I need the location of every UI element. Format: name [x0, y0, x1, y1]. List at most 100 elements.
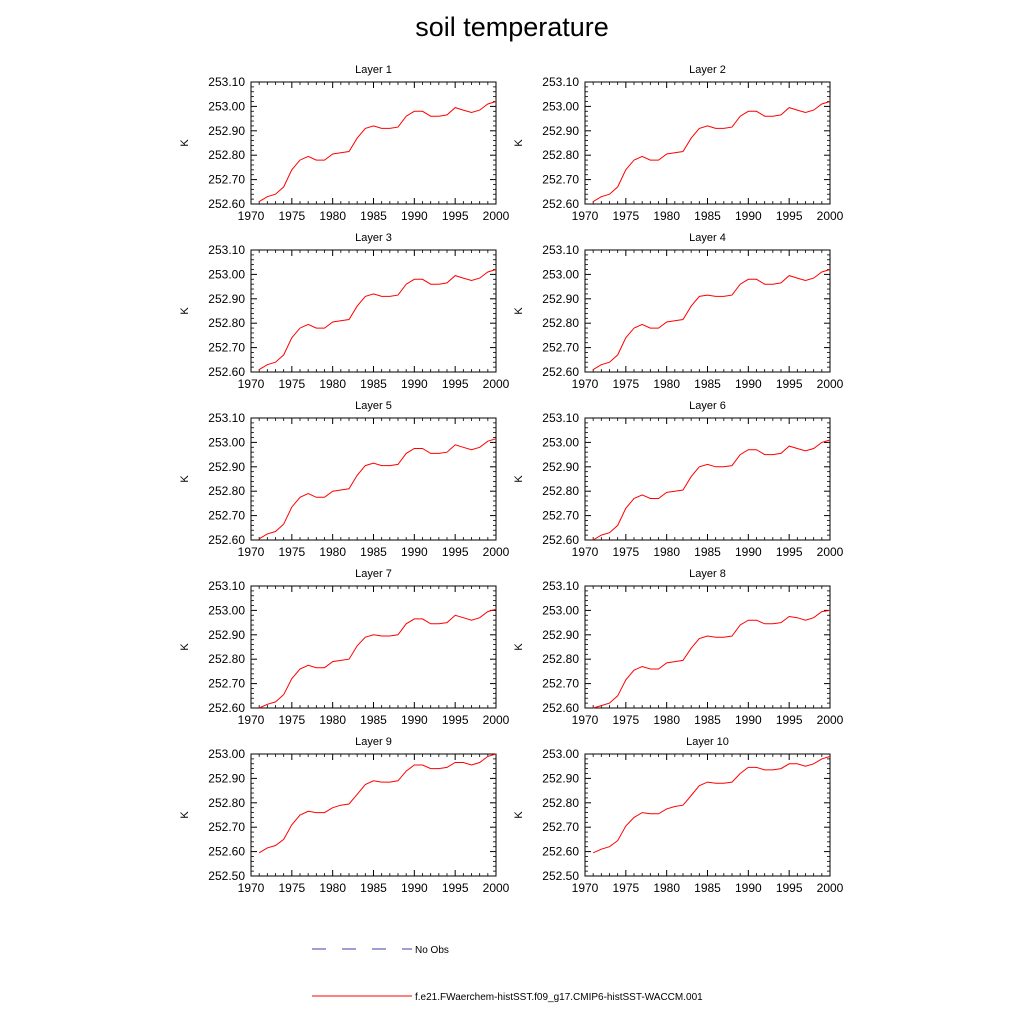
x-tick-label: 1985: [360, 713, 387, 727]
x-tick-label: 1975: [278, 713, 305, 727]
x-tick-label: 1985: [360, 377, 387, 391]
x-tick-label: 1980: [319, 545, 346, 559]
x-tick-label: 1990: [401, 881, 428, 895]
legend: No Obs f.e21.FWaerchem-histSST.f09_g17.CM…: [312, 945, 703, 1003]
panel-layer-8: Layer 8 1970 1975 1980 1985 1990 1995 2000 252.6…: [513, 568, 844, 727]
x-tick-label: 1980: [653, 713, 680, 727]
y-tick-label: 253.10: [542, 579, 579, 593]
series-line: [592, 439, 831, 541]
y-tick-label: 252.60: [542, 701, 579, 715]
x-tick-label: 1990: [735, 377, 762, 391]
y-tick-label: 253.10: [542, 411, 579, 425]
series-line: [592, 755, 831, 854]
x-tick-label: 1970: [572, 377, 599, 391]
x-tick-label: 2000: [483, 377, 510, 391]
y-axis-label: K: [179, 139, 191, 147]
y-tick-label: 253.00: [542, 99, 579, 113]
x-tick-label: 1975: [612, 881, 639, 895]
x-tick-label: 1985: [694, 713, 721, 727]
y-tick-label: 252.70: [208, 173, 245, 187]
plot-frame: [584, 753, 831, 877]
y-axis-label: K: [179, 307, 191, 315]
y-tick-label: 252.60: [208, 365, 245, 379]
panel-title: Layer 7: [355, 568, 392, 580]
y-tick-label: 252.80: [208, 148, 245, 162]
y-tick-label: 253.10: [542, 243, 579, 257]
plot-frame: [250, 417, 497, 541]
legend-model-label: f.e21.FWaerchem-histSST.f09_g17.CMIP6-hi…: [415, 992, 703, 1003]
y-tick-label: 252.90: [208, 628, 245, 642]
y-tick-label: 253.10: [208, 411, 245, 425]
y-tick-label: 252.50: [208, 869, 245, 883]
x-tick-label: 1975: [612, 713, 639, 727]
plot-frame: [250, 81, 497, 205]
x-tick-label: 1970: [572, 209, 599, 223]
x-tick-label: 2000: [817, 545, 844, 559]
x-tick-label: 1975: [278, 545, 305, 559]
y-tick-label: 253.10: [208, 243, 245, 257]
x-tick-label: 1975: [278, 209, 305, 223]
y-tick-label: 252.60: [542, 533, 579, 547]
x-tick-label: 1980: [653, 209, 680, 223]
x-tick-label: 1990: [735, 545, 762, 559]
x-tick-label: 1980: [319, 713, 346, 727]
y-tick-label: 252.90: [542, 124, 579, 138]
y-tick-label: 252.50: [542, 869, 579, 883]
panel-layer-7: Layer 7 1970 1975 1980 1985 1990 1995 2000 252.6…: [179, 568, 510, 727]
panel-title: Layer 9: [355, 736, 392, 748]
panel-layer-1: Layer 1 1970 1975 1980 1985 1990 1995 2000 252.6…: [179, 64, 510, 223]
x-tick-label: 2000: [483, 881, 510, 895]
y-tick-label: 252.60: [542, 365, 579, 379]
x-tick-label: 2000: [817, 713, 844, 727]
x-tick-label: 1970: [238, 377, 265, 391]
legend-obs-label: No Obs: [415, 945, 449, 956]
series-line: [258, 269, 497, 371]
panel-layer-2: Layer 2 1970 1975 1980 1985 1990 1995 2000 252.6…: [513, 64, 844, 223]
y-tick-label: 252.60: [542, 197, 579, 211]
plot-frame: [584, 417, 831, 541]
x-tick-label: 1995: [776, 881, 803, 895]
y-tick-label: 252.70: [208, 677, 245, 691]
y-tick-label: 252.60: [208, 845, 245, 859]
y-axis-label: K: [179, 475, 191, 483]
x-tick-label: 1995: [442, 377, 469, 391]
panel-title: Layer 5: [355, 400, 392, 412]
y-tick-label: 252.60: [208, 701, 245, 715]
x-tick-label: 1970: [572, 713, 599, 727]
series-line: [258, 101, 497, 203]
y-tick-label: 253.00: [542, 747, 579, 761]
panel-title: Layer 1: [355, 64, 392, 76]
y-tick-label: 252.70: [542, 820, 579, 834]
x-tick-label: 1990: [401, 377, 428, 391]
y-tick-label: 252.90: [208, 771, 245, 785]
x-tick-label: 1980: [319, 377, 346, 391]
y-tick-label: 252.80: [208, 652, 245, 666]
y-tick-label: 253.00: [208, 747, 245, 761]
y-tick-label: 252.90: [208, 292, 245, 306]
y-tick-label: 252.80: [542, 148, 579, 162]
y-tick-label: 253.00: [208, 435, 245, 449]
y-axis-label: K: [513, 475, 525, 483]
series-line: [592, 269, 831, 371]
panel-title: Layer 10: [686, 736, 729, 748]
series-line: [258, 438, 497, 540]
series-line: [258, 608, 497, 709]
y-tick-label: 252.80: [542, 652, 579, 666]
y-tick-label: 252.70: [208, 341, 245, 355]
x-tick-label: 1995: [442, 545, 469, 559]
y-tick-label: 252.70: [542, 509, 579, 523]
x-tick-label: 1970: [572, 881, 599, 895]
x-tick-label: 1970: [238, 713, 265, 727]
y-tick-label: 252.90: [542, 628, 579, 642]
panel-layer-5: Layer 5 1970 1975 1980 1985 1990 1995 2000 252.6…: [179, 400, 510, 559]
y-axis-label: K: [513, 811, 525, 819]
x-tick-label: 1980: [319, 209, 346, 223]
panel-layer-3: Layer 3 1970 1975 1980 1985 1990 1995 2000 252.6…: [179, 232, 510, 391]
y-axis-label: K: [179, 811, 191, 819]
panel-title: Layer 8: [689, 568, 726, 580]
y-tick-label: 253.00: [542, 435, 579, 449]
y-tick-label: 253.10: [542, 75, 579, 89]
x-tick-label: 1970: [572, 545, 599, 559]
x-tick-label: 1975: [612, 377, 639, 391]
x-tick-label: 2000: [483, 545, 510, 559]
